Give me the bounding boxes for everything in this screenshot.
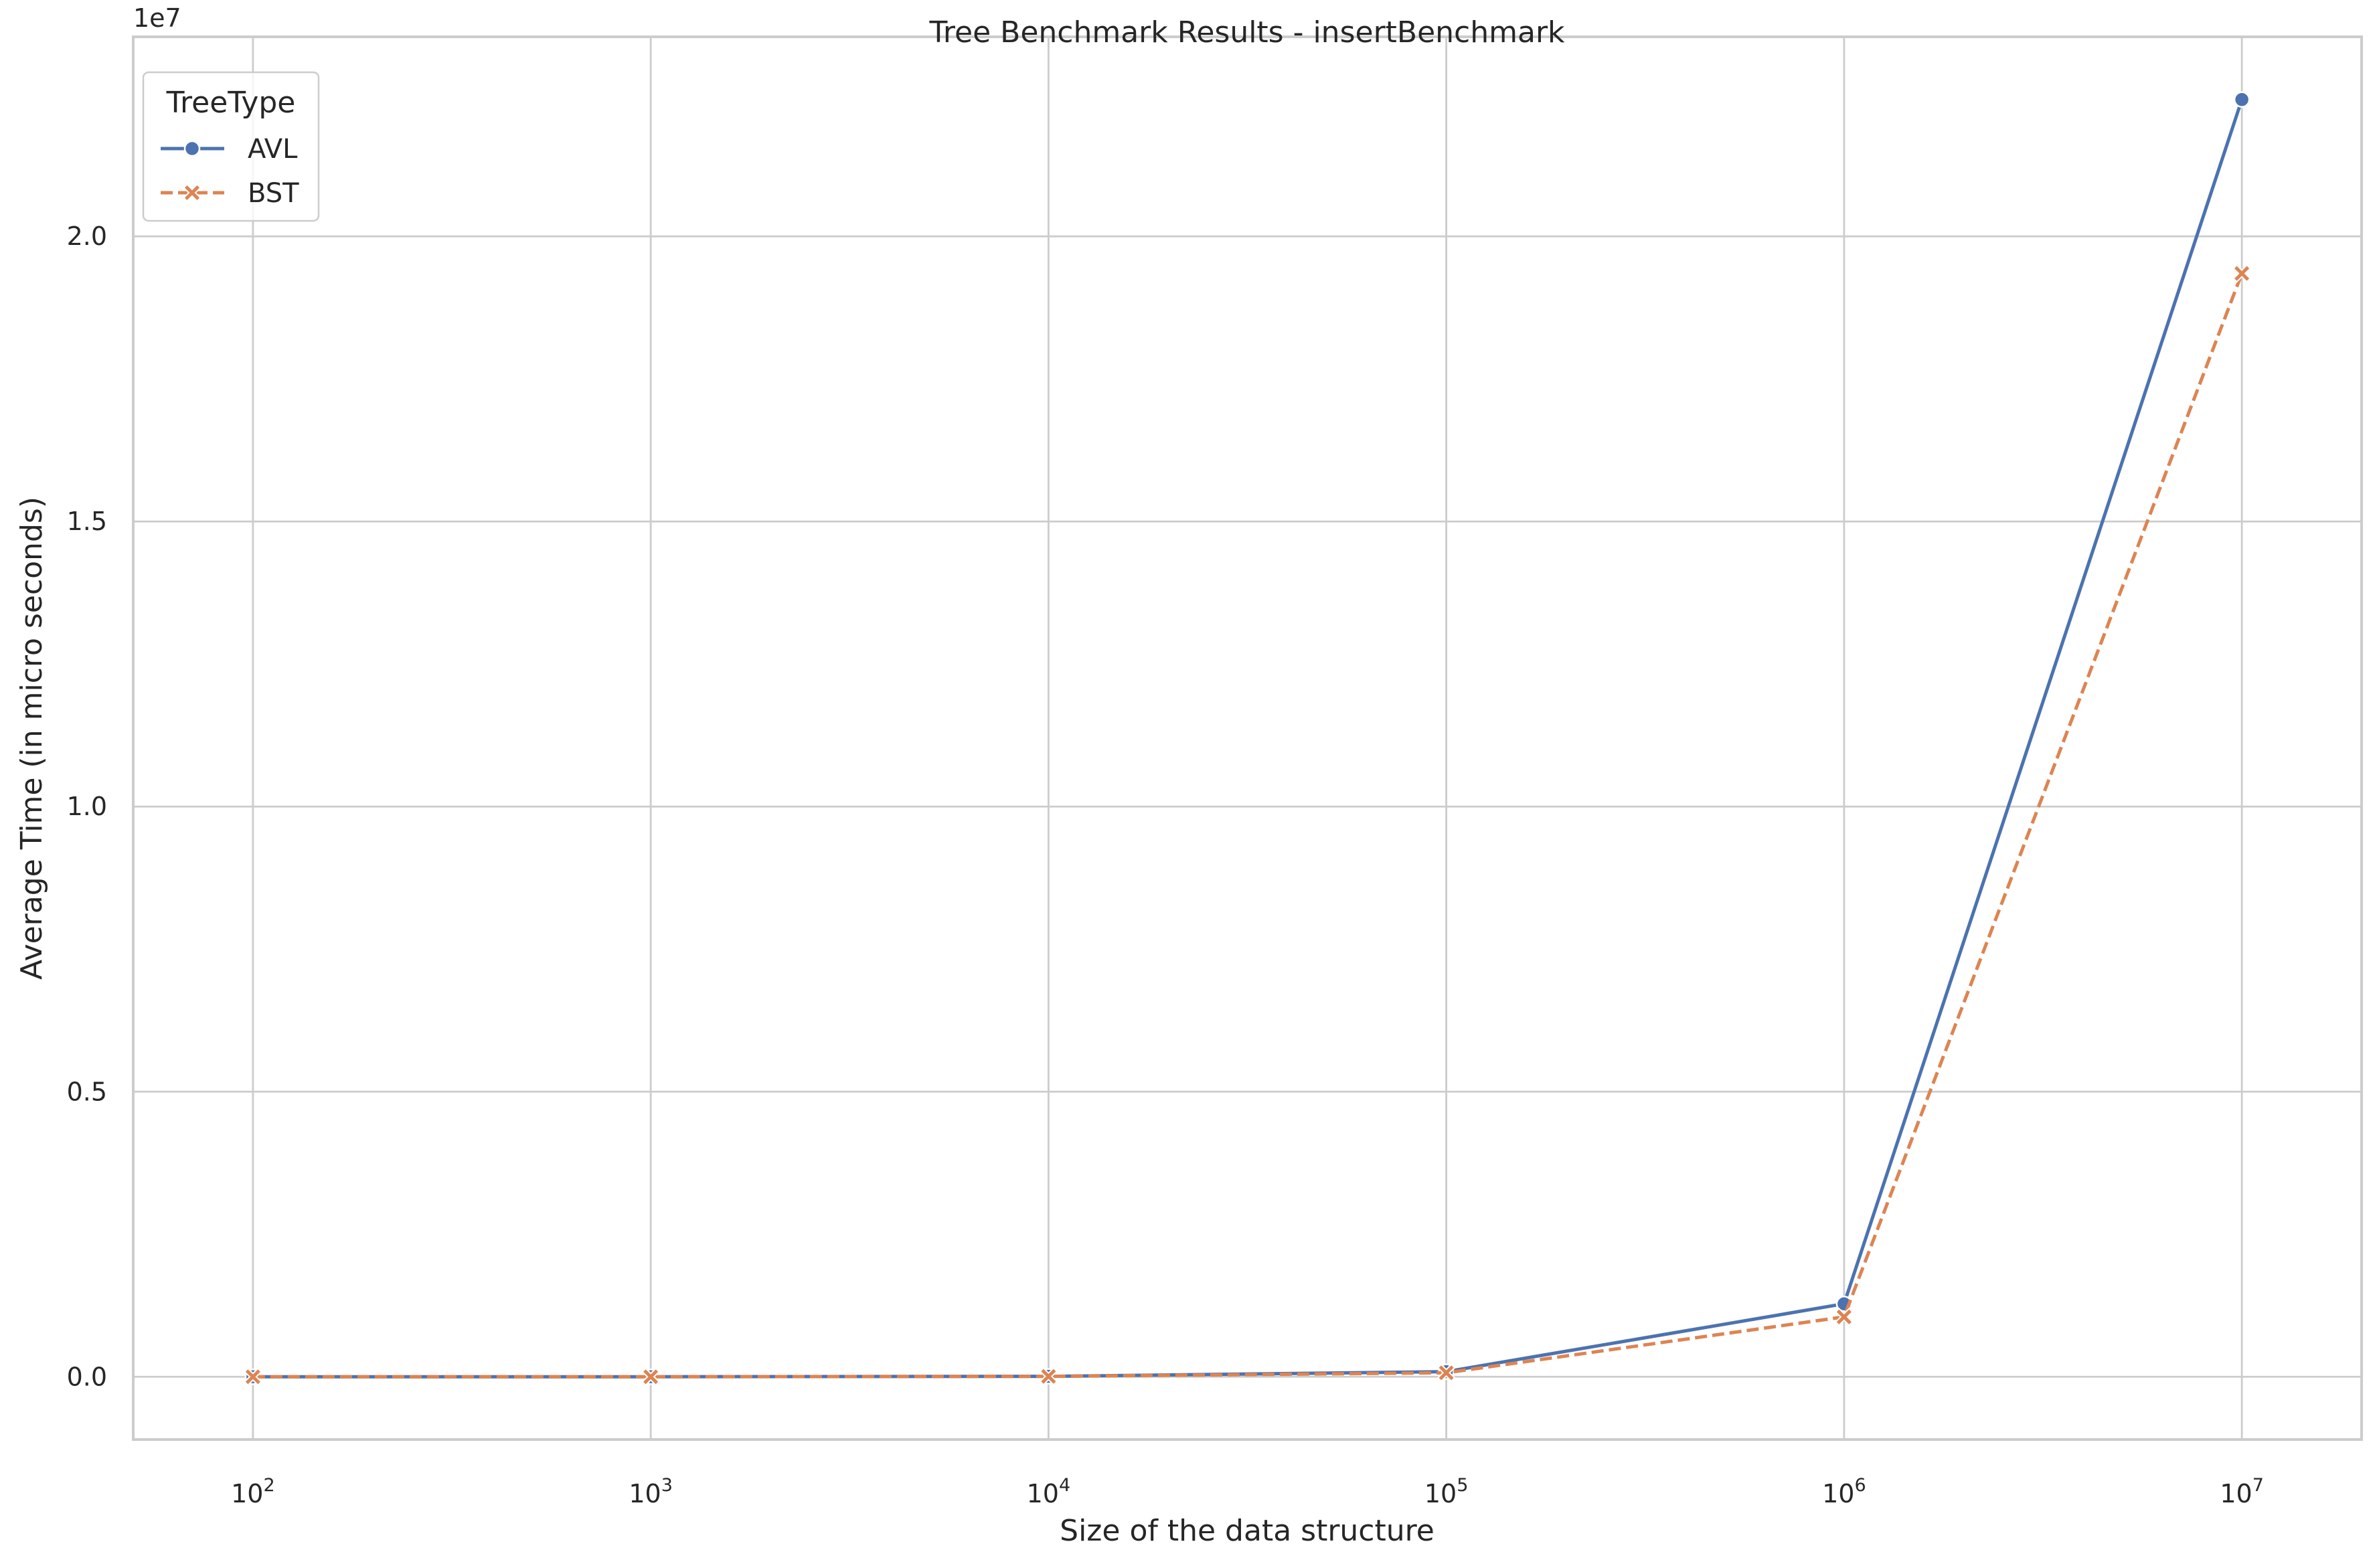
legend-entries: AVL BST (161, 134, 299, 209)
y-tick-label: 0.0 (67, 1362, 107, 1391)
data-point-bst (2234, 266, 2250, 281)
plot-frame (132, 35, 2363, 1441)
legend: TreeType AVL BST (142, 71, 320, 222)
x-tick-label: 106 (1822, 1475, 1866, 1508)
y-tick-label: 1.5 (67, 507, 107, 536)
legend-title: TreeType (166, 86, 296, 120)
data-point-bst (1836, 1309, 1852, 1324)
data-point-avl (2233, 91, 2250, 108)
series-layer (244, 91, 2251, 1387)
x-tick-label: 107 (2220, 1475, 2264, 1508)
y-tick-label: 2.0 (67, 222, 107, 251)
x-tick-label: 105 (1424, 1475, 1469, 1508)
legend-label-avl: AVL (248, 134, 298, 165)
y-axis-label: Average Time (in micro seconds) (15, 497, 49, 980)
legend-marker-bst (184, 185, 200, 201)
data-point-bst (245, 1369, 260, 1385)
x-tick-label: 103 (629, 1475, 673, 1508)
chart-title: Tree Benchmark Results - insertBenchmark (928, 15, 1565, 50)
x-tick-label: 102 (231, 1475, 275, 1508)
x-axis-label: Size of the data structure (1060, 1514, 1434, 1548)
data-point-bst (643, 1369, 659, 1385)
y-tick-label: 1.0 (67, 792, 107, 821)
tick-labels: 102 103 104 105 106 107 0.0 0.5 1.0 1.5 2.0 (67, 222, 2264, 1508)
y-offset-label: 1e7 (133, 3, 181, 33)
legend-label-bst: BST (248, 178, 299, 209)
data-point-bst (1439, 1365, 1454, 1381)
data-point-bst (1041, 1369, 1056, 1384)
series-line-bst (252, 272, 2244, 1379)
legend-marker-avl (183, 140, 201, 157)
x-tick-label: 104 (1027, 1475, 1071, 1508)
y-tick-label: 0.5 (67, 1077, 107, 1106)
